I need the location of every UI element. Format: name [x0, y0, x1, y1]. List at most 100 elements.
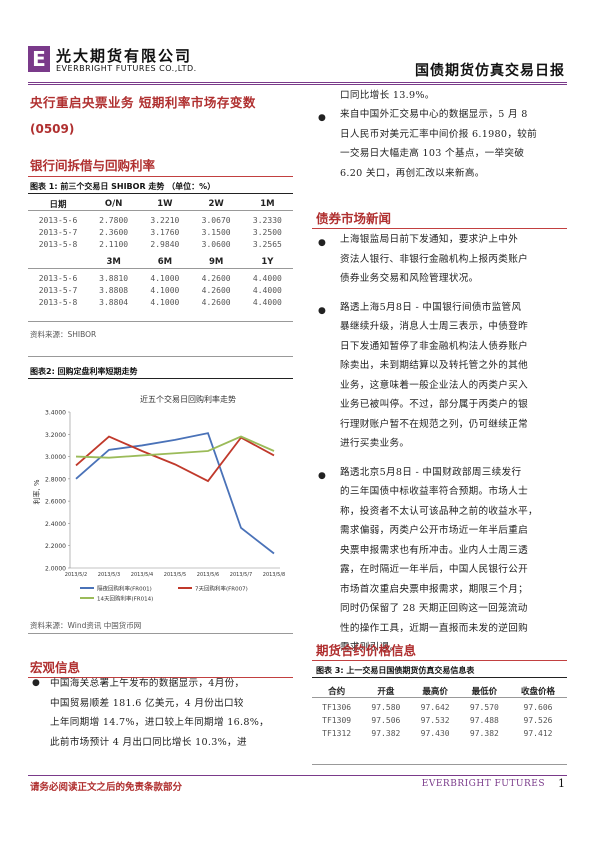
table-cell: 3.2500	[252, 227, 282, 237]
x-tick-label: 2013/5/5	[164, 572, 186, 578]
table-cell: 9M	[208, 257, 224, 267]
section-title-bond: 债券市场新闻	[316, 211, 392, 226]
table-cell: 4.1000	[150, 285, 180, 295]
section-title-interbank: 银行间拆借与回购利率	[30, 158, 156, 173]
x-tick-label: 2013/5/6	[197, 572, 219, 578]
table-cell: 3.8810	[99, 273, 129, 283]
table-cell: 2.7800	[99, 215, 129, 225]
text-line: 中国贸易顺差 181.6 亿美元，4 月份出口较	[50, 697, 244, 709]
chart2-top-rule	[28, 356, 293, 357]
table-cell: 日期	[49, 200, 67, 210]
text-line: 除卖出，未到期结算以及转托管之外的其他	[340, 360, 528, 371]
table-cell: 最低价	[471, 686, 498, 697]
text-line: 暴继续升级，消息人士周三表示，中债登昨	[340, 321, 528, 332]
section-underline	[312, 660, 567, 661]
table-cell: 4.4000	[252, 273, 282, 283]
table-cell: TF1309	[322, 716, 352, 725]
text-line: 央票申报需求也有所冲击。业内人士周三透	[340, 544, 528, 556]
table-cell: 3M	[106, 257, 121, 267]
table-cell: 3.0600	[201, 239, 231, 249]
page-number: 1	[558, 777, 565, 790]
y-tick-label: 3.2000	[45, 432, 66, 439]
table-cell: 4.2600	[201, 273, 231, 283]
table-cell: 97.382	[469, 729, 499, 738]
text-line: 日下发通知暂停了非金融机构法人债券账户	[340, 340, 528, 352]
table-cell: 2.9840	[150, 239, 180, 249]
table-cell: 3.8804	[99, 297, 129, 307]
y-tick-label: 2.2000	[45, 543, 66, 550]
x-tick-label: 2013/5/2	[65, 572, 87, 578]
table-cell: 4.2600	[201, 285, 231, 295]
repo-rate-chart: 近五个交易日回购利率走势 利率, % 3.4000 3.2000 3.0000 2.8…	[32, 394, 285, 603]
chart2-source: 资料来源：Wind资讯 中国货币网	[30, 621, 142, 630]
headline: 央行重启央票业务 短期利率市场存变数	[30, 95, 256, 110]
table-cell: 97.532	[420, 716, 450, 725]
text-line: 上海银监局日前下发通知，要求沪上中外	[340, 234, 519, 245]
table-row: TF1309 97.506 97.532 97.488 97.526	[312, 714, 567, 727]
footer-disclaimer: 请务必阅读正文之后的免责条款部分	[30, 782, 183, 793]
table-cell: 2013-5-7	[38, 227, 78, 237]
table-cell: 最高价	[422, 686, 448, 697]
news-paragraph: 路透上海5月8日 - 中国银行间债市监管风 暴继续升级，消息人士周三表示，中债登昨…	[340, 298, 575, 454]
text-line: 资法人银行、非银行金融机构上报丙类账户	[340, 253, 528, 265]
text-line: 一交易日大幅走高 103 个基点，一举突破	[340, 148, 525, 159]
text-line: 的三年国债中标收益率符合预期。市场人士	[340, 486, 528, 497]
section-underline	[312, 228, 567, 229]
section-title-macro: 宏观信息	[30, 660, 81, 675]
table-row: TF1306 97.580 97.642 97.570 97.606	[312, 701, 567, 714]
legend-label: 隔夜回购利率(FR001)	[97, 585, 152, 593]
table-cell: TF1306	[322, 703, 352, 712]
text-line: 需求则引退。	[340, 642, 400, 653]
legend-label: 7天回购利率(FR007)	[195, 585, 248, 593]
table-cell: 4.2600	[201, 297, 231, 307]
footer-brand: EVERBRIGHT FUTURES	[421, 779, 545, 789]
table1-source: 资料来源：SHIBOR	[30, 330, 97, 339]
table1-caption: 图表 1: 前三个交易日 SHIBOR 走势 （单位：%）	[30, 182, 216, 191]
chart-title: 近五个交易日回购利率走势	[140, 394, 236, 404]
table-cell: 97.580	[371, 703, 401, 712]
table-cell: 2013-5-6	[38, 273, 78, 283]
table-cell: 1W	[157, 199, 173, 209]
futures-table: 合约 开盘 最高价 最低价 收盘价格 TF1306 97.580 97.642 97.570 97…	[312, 684, 567, 740]
header-divider	[28, 82, 567, 85]
table1-bottom-rule	[28, 321, 293, 322]
text-line: 行理财账户暂不在规范之列，仍可继续正常	[340, 418, 528, 430]
table-cell: O/N	[104, 199, 123, 209]
table-cell: 3.0670	[201, 215, 231, 225]
company-name-en: EVERBRIGHT FUTURES CO.,LTD.	[56, 64, 197, 73]
table-cell: 合约	[328, 686, 346, 697]
table-cell: 97.570	[469, 703, 499, 712]
table-cell: 6M	[157, 257, 173, 267]
x-tick-label: 2013/5/4	[131, 572, 153, 578]
table-separator	[28, 210, 293, 214]
series-line	[75, 435, 275, 483]
table-row: 2013-5-6 3.8810 4.1000 4.2600 4.4000	[28, 272, 293, 284]
series-line	[75, 432, 275, 555]
table-cell: 3.2330	[252, 215, 282, 225]
text-line: 业务已被叫停。不过，部分属于丙类户的银	[340, 399, 528, 410]
table-cell: 2013-5-6	[38, 215, 78, 225]
text-line: 路透北京5月8日 - 中国财政部周三续发行	[340, 466, 522, 478]
chart2-bottom-rule	[28, 633, 293, 634]
table1-rule	[28, 193, 293, 194]
table-cell: 4.4000	[252, 285, 282, 295]
bullet-icon: ●	[318, 238, 326, 248]
table-cell: 97.506	[371, 716, 401, 725]
text-line: 市场首次重启央票申报需求，期限三个月；	[340, 583, 528, 595]
table-cell: 97.382	[371, 729, 401, 738]
report-title: 国债期货仿真交易日报	[415, 63, 565, 79]
table-cell: 3.8808	[99, 285, 129, 295]
table-separator	[312, 697, 567, 701]
table-cell: 1M	[260, 199, 275, 209]
table-cell: 4.1000	[150, 297, 180, 307]
table-cell: 3.2565	[252, 239, 282, 249]
table-header-row: 合约 开盘 最高价 最低价 收盘价格	[312, 684, 567, 698]
fx-paragraph: 来自中国外汇交易中心的数据显示，5 月 8 日人民币对美元汇率中间价报 6.19…	[340, 105, 575, 183]
table-cell: 97.606	[523, 703, 553, 712]
bullet-icon: ●	[318, 305, 326, 316]
table-cell: 97.412	[523, 729, 553, 738]
table-row: 2013-5-8 3.8804 4.1000 4.2600 4.4000	[28, 296, 293, 308]
table-row: 2013-5-8 2.1100 2.9840 3.0600 3.2565	[28, 238, 293, 250]
legend-label: 14天回购利率(FR014)	[97, 595, 153, 603]
news-paragraph: 上海银监局日前下发通知，要求沪上中外 资法人银行、非银行金融机构上报丙类账户 债券业…	[340, 230, 575, 289]
